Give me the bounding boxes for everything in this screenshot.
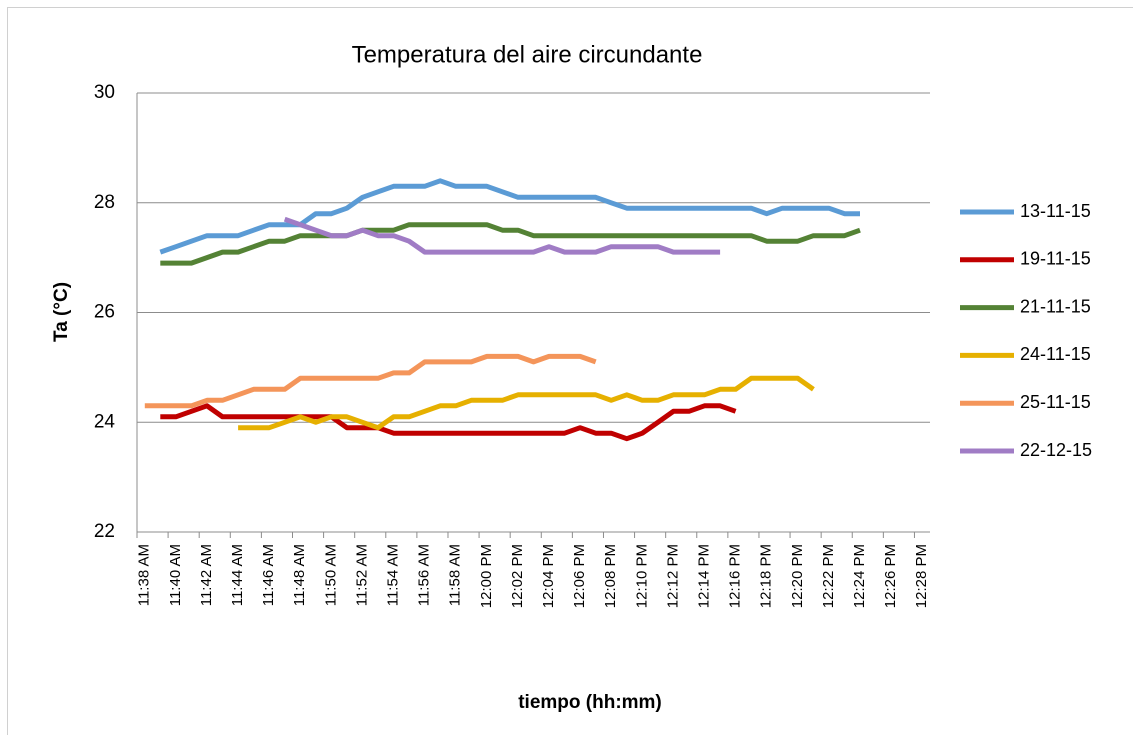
x-tick-label: 12:14 PM bbox=[696, 544, 713, 608]
series-line bbox=[238, 375, 815, 431]
x-tick-label: 11:54 AM bbox=[385, 544, 402, 606]
x-tick-label: 11:42 AM bbox=[198, 544, 215, 606]
legend-label: 21-11-15 bbox=[1020, 296, 1091, 316]
x-tick-label: 11:48 AM bbox=[291, 544, 308, 606]
x-tick-label: 12:22 PM bbox=[820, 544, 837, 608]
legend-label: 19-11-15 bbox=[1020, 249, 1091, 269]
series-line bbox=[159, 178, 860, 255]
x-tick-label: 11:44 AM bbox=[229, 544, 246, 606]
x-tick-label: 12:12 PM bbox=[664, 544, 681, 608]
series-line bbox=[160, 222, 861, 266]
legend-label: 13-11-15 bbox=[1020, 201, 1091, 221]
x-tick-label: 12:10 PM bbox=[633, 544, 650, 608]
x-tick-label: 11:40 AM bbox=[167, 544, 184, 606]
x-tick-label: 12:24 PM bbox=[851, 544, 868, 608]
x-tick-label: 11:56 AM bbox=[416, 544, 433, 606]
x-tick-label: 12:00 PM bbox=[478, 544, 495, 608]
chart-border bbox=[7, 7, 1133, 735]
chart-title: Temperatura del aire circundante bbox=[352, 41, 703, 68]
y-axis-title: Ta (°C) bbox=[51, 282, 72, 342]
x-tick-label: 12:18 PM bbox=[758, 544, 775, 608]
x-tick-label: 12:02 PM bbox=[509, 544, 526, 608]
y-tick-label: 28 bbox=[94, 192, 115, 213]
x-tick-label: 11:46 AM bbox=[260, 544, 277, 606]
legend-label: 24-11-15 bbox=[1020, 344, 1091, 364]
series-line bbox=[283, 216, 721, 255]
y-tick-label: 30 bbox=[94, 82, 115, 103]
x-tick-label: 11:50 AM bbox=[322, 544, 339, 606]
x-tick-label: 12:04 PM bbox=[540, 544, 557, 608]
x-tick-label: 11:52 AM bbox=[353, 544, 370, 606]
x-axis-title: tiempo (hh:mm) bbox=[518, 692, 662, 713]
series-line bbox=[144, 353, 597, 409]
legend-label: 25-11-15 bbox=[1020, 392, 1091, 412]
legend-label: 22-12-15 bbox=[1020, 440, 1092, 460]
y-tick-label: 24 bbox=[94, 411, 116, 432]
x-tick-label: 12:08 PM bbox=[602, 544, 619, 608]
y-tick-label: 22 bbox=[94, 521, 115, 542]
x-tick-label: 12:20 PM bbox=[789, 544, 806, 608]
x-tick-label: 11:38 AM bbox=[136, 544, 153, 606]
x-tick-label: 12:26 PM bbox=[882, 544, 899, 608]
y-tick-label: 26 bbox=[94, 302, 115, 323]
series-line bbox=[160, 403, 737, 442]
x-tick-label: 12:16 PM bbox=[727, 544, 744, 608]
x-tick-label: 12:06 PM bbox=[571, 544, 588, 608]
x-tick-label: 11:58 AM bbox=[447, 544, 464, 606]
x-tick-label: 12:28 PM bbox=[913, 544, 930, 608]
